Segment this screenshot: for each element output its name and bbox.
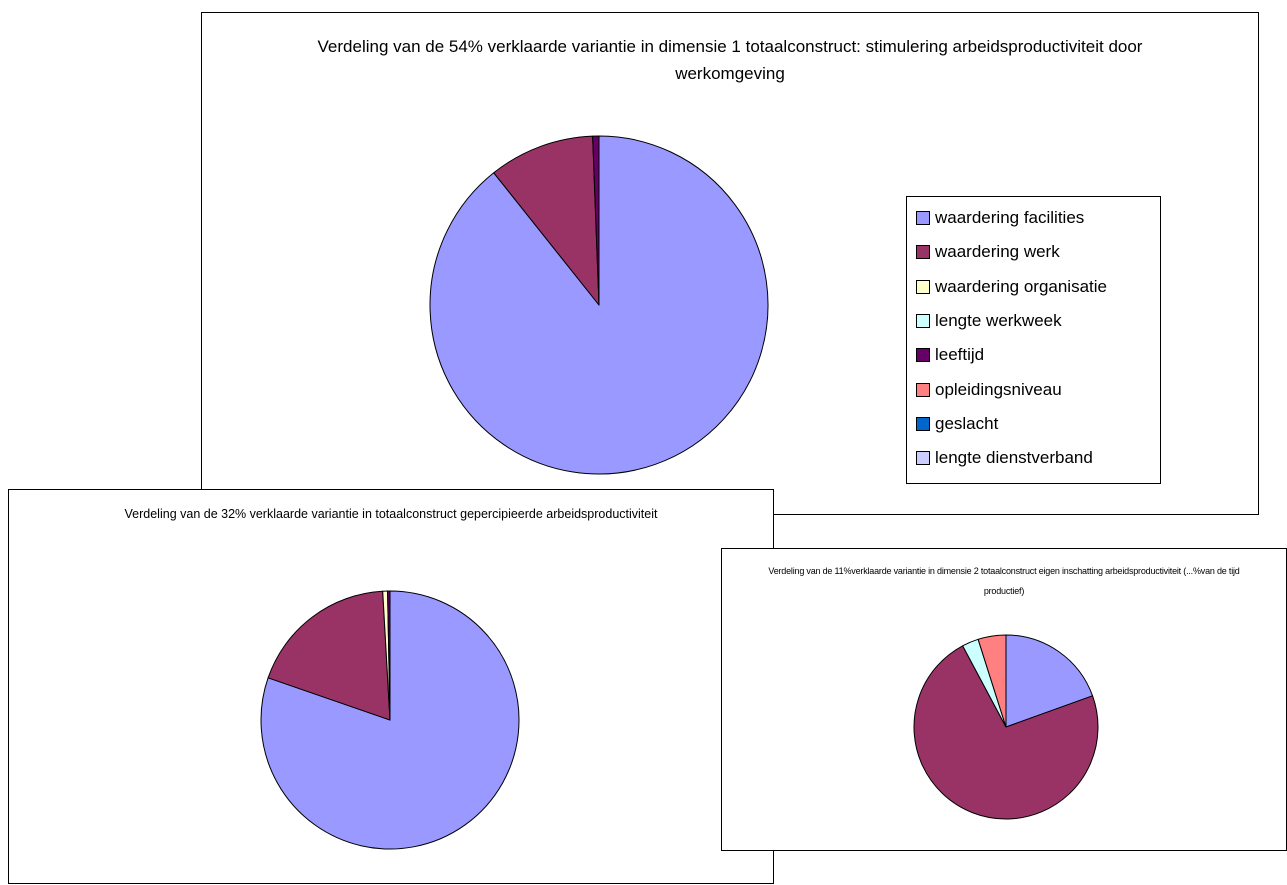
chart-1-pie: [429, 135, 769, 475]
legend-label: lengte werkweek: [935, 311, 1062, 331]
chart-1-slice-waardering-werk: [493, 135, 600, 306]
legend-swatch: [916, 279, 930, 294]
legend-label: opleidingsniveau: [935, 379, 1062, 399]
legend-item-lengte-dienstverband: lengte dienstverband: [916, 441, 1160, 475]
legend-item-lengte-werkweek: lengte werkweek: [916, 304, 1160, 338]
legend-label: waardering facilities: [935, 208, 1085, 228]
legend-label: waardering werk: [935, 242, 1060, 262]
chart-2-pie: [260, 590, 520, 850]
legend-label: lengte dienstverband: [935, 448, 1093, 468]
legend-label: geslacht: [935, 413, 999, 433]
legend-item-opleidingsniveau: opleidingsniveau: [916, 372, 1160, 406]
chart-2-frame: Verdeling van de 32% verklaarde varianti…: [8, 489, 774, 884]
chart-1-frame: Verdeling van de 54% verklaarde varianti…: [201, 12, 1259, 515]
legend-swatch: [916, 451, 930, 466]
legend-item-waardering-organisatie: waardering organisatie: [916, 270, 1160, 304]
chart-legend: waardering facilities waardering werk wa…: [906, 196, 1161, 484]
legend-swatch: [916, 348, 930, 363]
legend-label: waardering organisatie: [935, 276, 1107, 296]
legend-swatch: [916, 211, 930, 226]
chart-2-slice-leeftijd: [387, 590, 391, 721]
legend-item-waardering-facilities: waardering facilities: [916, 201, 1160, 235]
legend-item-geslacht: geslacht: [916, 407, 1160, 441]
legend-swatch: [916, 382, 930, 397]
legend-item-leeftijd: leeftijd: [916, 338, 1160, 372]
legend-swatch: [916, 314, 930, 329]
legend-label: leeftijd: [935, 345, 985, 365]
legend-swatch: [916, 416, 930, 431]
chart-3-slice-waardering-facilities: [1005, 634, 1094, 728]
chart-3-frame: Verdeling van de 11%verklaarde variantie…: [721, 548, 1287, 851]
chart-2-title: Verdeling van de 32% verklaarde varianti…: [124, 507, 658, 521]
chart-3-slice-waardering-werk: [913, 645, 1099, 820]
chart-1-slice-leeftijd: [592, 135, 600, 306]
chart-1-title: Verdeling van de 54% verklaarde varianti…: [317, 37, 1143, 83]
chart-3-pie: [913, 634, 1099, 820]
chart-3-title: Verdeling van de 11%verklaarde variantie…: [768, 566, 1240, 596]
legend-swatch: [916, 245, 930, 260]
chart-3-slice-opleidingsniveau: [977, 634, 1007, 728]
chart-2-slice-waardering-werk: [267, 590, 391, 721]
legend-item-waardering-werk: waardering werk: [916, 235, 1160, 269]
